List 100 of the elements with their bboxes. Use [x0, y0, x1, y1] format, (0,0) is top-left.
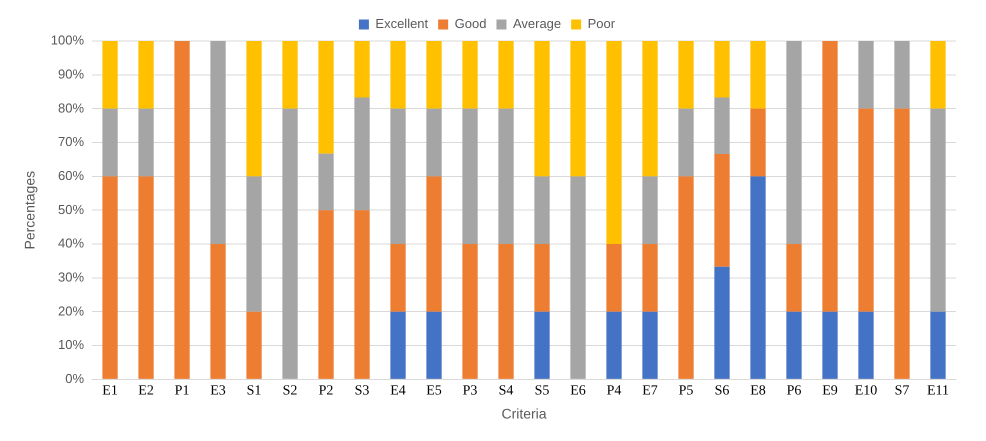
- y-tick-label: 60%: [58, 168, 84, 183]
- bar: [318, 41, 334, 154]
- bar: [462, 41, 478, 109]
- x-tick-label: E9: [822, 383, 838, 398]
- bar: [246, 41, 262, 176]
- bar: [858, 312, 874, 379]
- bar: [642, 41, 658, 176]
- y-axis-title: Percentages: [21, 170, 38, 250]
- y-tick-label: 30%: [58, 269, 84, 284]
- x-tick-label: E3: [210, 383, 226, 398]
- x-axis-title: Criteria: [501, 405, 547, 422]
- bar: [246, 312, 262, 379]
- y-tick-label: 70%: [58, 134, 84, 150]
- bar: [210, 244, 226, 379]
- x-tick-label: E2: [138, 383, 154, 398]
- bar: [498, 108, 514, 244]
- x-tick-label: P1: [174, 383, 190, 398]
- bar: [354, 98, 370, 210]
- bar: [246, 176, 262, 312]
- bar: [678, 108, 694, 176]
- x-tick-label: S6: [714, 383, 730, 398]
- bar: [750, 108, 766, 176]
- y-tick-label: 50%: [58, 202, 84, 217]
- bar: [714, 98, 730, 154]
- legend-label: Excellent: [375, 16, 429, 32]
- y-tick-label: 90%: [58, 66, 84, 82]
- bar: [318, 154, 334, 210]
- bar: [138, 176, 154, 379]
- y-tick-label: 100%: [50, 32, 84, 48]
- x-tick-label: P5: [678, 383, 694, 398]
- bar: [390, 244, 406, 312]
- bar: [822, 312, 838, 379]
- bar: [606, 41, 622, 244]
- bar: [786, 244, 802, 312]
- bar: [930, 108, 946, 312]
- bar: [102, 41, 118, 109]
- x-tick-label: P4: [606, 383, 622, 398]
- x-tick-label: S1: [246, 383, 262, 398]
- bar: [390, 108, 406, 244]
- bar: [462, 244, 478, 379]
- bar: [534, 41, 550, 176]
- bar: [282, 108, 298, 379]
- bar: [426, 41, 442, 109]
- y-tick-label: 10%: [58, 337, 84, 352]
- bar: [138, 108, 154, 176]
- x-tick-label: E5: [426, 383, 442, 398]
- bar: [498, 244, 514, 379]
- bar: [426, 108, 442, 176]
- bar: [426, 176, 442, 312]
- bar: [102, 176, 118, 379]
- bar: [714, 41, 730, 98]
- y-tick-label: 20%: [58, 303, 84, 318]
- bar: [750, 176, 766, 379]
- x-tick-label: E8: [750, 383, 766, 398]
- bar: [462, 108, 478, 244]
- bar: [534, 176, 550, 244]
- bar: [354, 210, 370, 379]
- x-tick-label: E11: [926, 383, 950, 398]
- bar: [534, 312, 550, 379]
- x-tick-label: S2: [282, 383, 298, 398]
- bar: [678, 176, 694, 379]
- bar: [930, 312, 946, 379]
- bar: [894, 108, 910, 379]
- x-tick-label: E4: [390, 383, 406, 398]
- bar: [678, 41, 694, 109]
- bar: [318, 210, 334, 379]
- bar: [642, 176, 658, 244]
- bar: [642, 312, 658, 379]
- bar: [138, 41, 154, 109]
- bar: [210, 41, 226, 244]
- bar: [534, 244, 550, 312]
- bar: [390, 312, 406, 379]
- bar: [714, 154, 730, 267]
- bar: [858, 41, 874, 109]
- bar: [174, 41, 190, 379]
- bar: [642, 244, 658, 312]
- legend-label: Average: [512, 16, 562, 32]
- bar: [498, 41, 514, 109]
- bar: [858, 108, 874, 312]
- x-tick-label: S4: [498, 383, 514, 398]
- bar: [102, 108, 118, 176]
- bar: [570, 176, 586, 379]
- bar: [426, 312, 442, 379]
- x-tick-label: S3: [354, 383, 370, 398]
- bar: [822, 41, 838, 312]
- x-tick-label: E1: [102, 383, 118, 398]
- x-tick-label: E7: [642, 383, 658, 398]
- x-tick-label: E10: [854, 383, 878, 398]
- bar: [786, 312, 802, 379]
- y-tick-label: 80%: [58, 100, 84, 116]
- legend-label: Poor: [588, 16, 616, 32]
- bar: [282, 41, 298, 109]
- y-tick-label: 40%: [58, 236, 84, 251]
- y-tick-label: 0%: [65, 370, 84, 386]
- x-tick-label: S5: [534, 383, 550, 398]
- x-tick-label: P3: [462, 383, 478, 398]
- bar: [390, 41, 406, 109]
- bar: [606, 312, 622, 379]
- bar: [930, 41, 946, 109]
- x-tick-label: P6: [786, 383, 802, 398]
